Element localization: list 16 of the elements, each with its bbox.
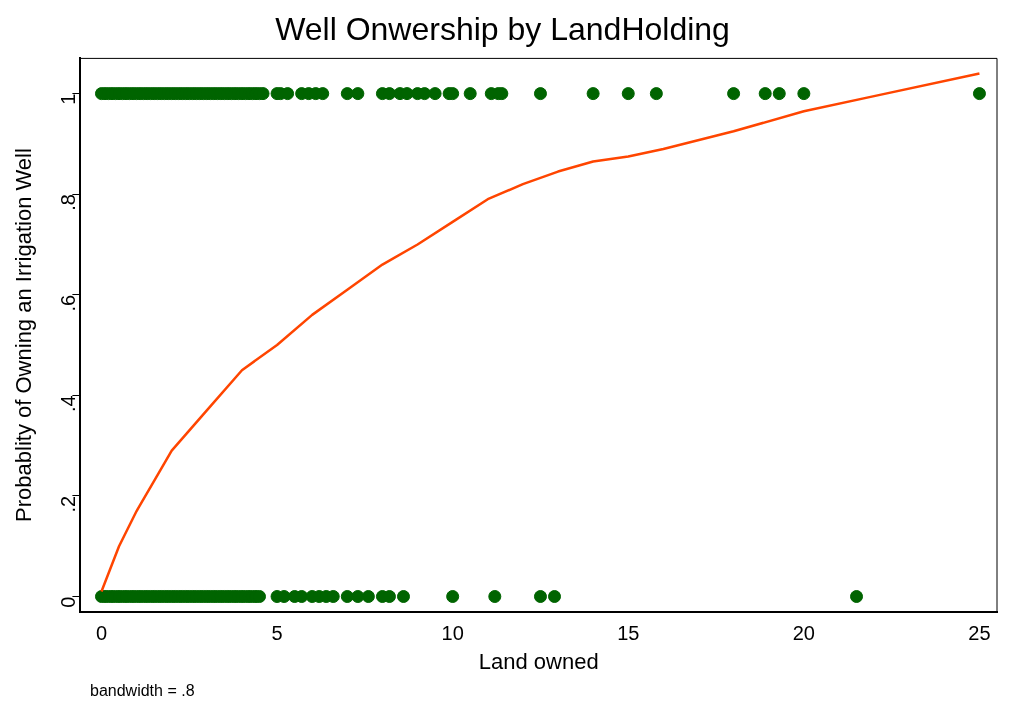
x-axis-title: Land owned <box>478 648 599 674</box>
y-tick-label: .2 <box>56 495 79 513</box>
text: bandwidth = .8 <box>90 682 196 700</box>
y-tick-label: 1 <box>56 93 79 105</box>
y-tick-label: .8 <box>56 194 79 211</box>
x-tick-label: 25 <box>968 622 991 645</box>
y-tick-label: .4 <box>56 395 79 413</box>
x-tick-label: 10 <box>441 622 464 645</box>
x-tick-label: 0 <box>95 622 108 645</box>
y-tick-label: .6 <box>56 294 79 312</box>
x-tick-label: 5 <box>271 622 283 645</box>
y-tick-label: 0 <box>56 596 79 608</box>
x-tick-label: 20 <box>792 622 815 645</box>
x-tick-label: 15 <box>617 622 640 645</box>
chart-title: Well Onwership by LandHolding <box>275 11 730 48</box>
y-axis-title: Probablity of Owning an Irrigation Well <box>11 148 37 522</box>
